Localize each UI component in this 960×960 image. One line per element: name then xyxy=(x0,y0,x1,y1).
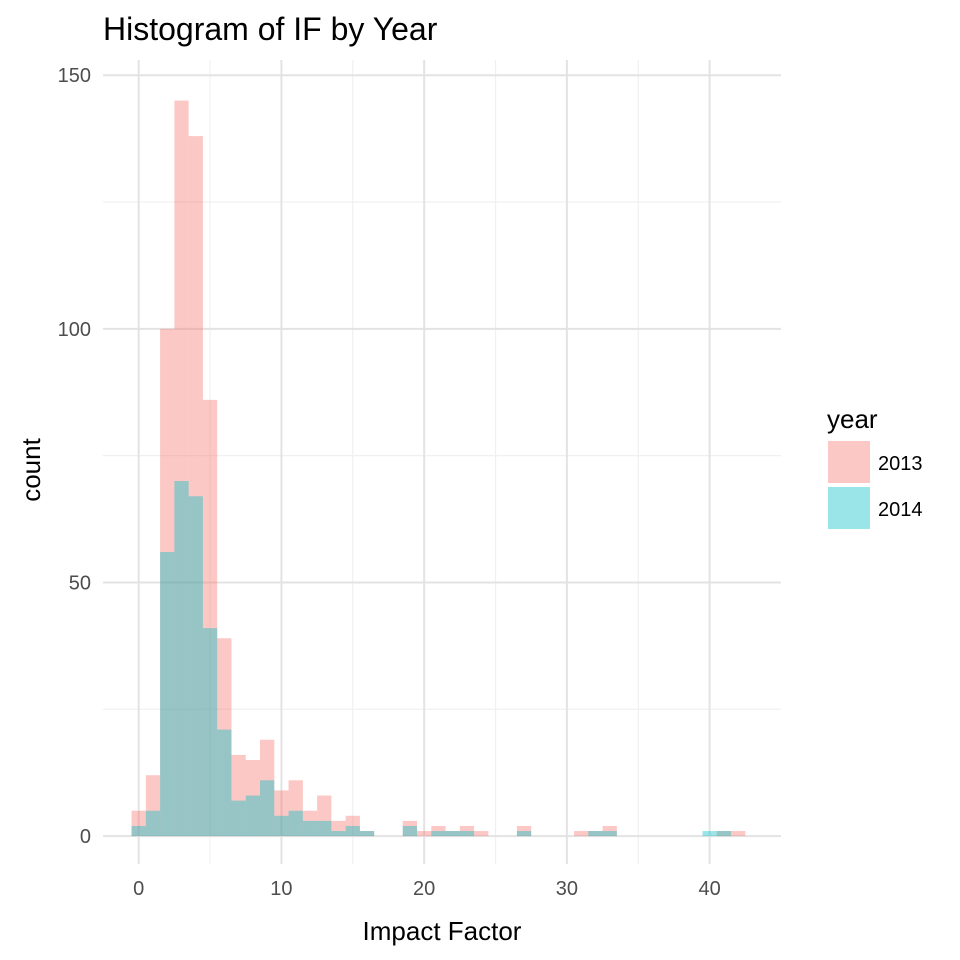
bar-2014 xyxy=(188,496,203,837)
bar-2014 xyxy=(217,729,232,837)
bar-2013 xyxy=(731,831,746,837)
legend: year 2013 2014 xyxy=(827,404,923,529)
bar-2014 xyxy=(702,831,717,837)
bar-2014 xyxy=(445,831,460,837)
bar-2013 xyxy=(331,820,346,837)
bar-2014 xyxy=(588,831,603,837)
histogram-bars xyxy=(131,100,746,837)
bar-2013 xyxy=(274,790,289,837)
y-tick-label: 100 xyxy=(58,319,91,341)
bar-2013 xyxy=(402,820,418,837)
bar-2014 xyxy=(274,815,289,837)
bar-2013 xyxy=(602,825,617,837)
bar-2013 xyxy=(174,100,189,837)
bar-2013 xyxy=(431,825,446,837)
legend-key-2013 xyxy=(828,441,870,483)
bar-2014 xyxy=(131,825,146,837)
bar-2013 xyxy=(131,810,146,837)
bar-2014 xyxy=(516,831,532,837)
bar-2013 xyxy=(145,775,161,837)
bar-2014 xyxy=(331,831,346,837)
bar-2013 xyxy=(302,810,318,837)
grid-lines xyxy=(103,60,781,864)
x-tick-label: 40 xyxy=(699,878,721,900)
bar-2013 xyxy=(445,831,460,837)
x-tick-label: 10 xyxy=(270,878,292,900)
bar-2014 xyxy=(431,831,446,837)
bar-2013 xyxy=(260,739,275,837)
bar-2014 xyxy=(302,820,318,837)
bar-2013 xyxy=(459,825,475,837)
y-tick-label: 0 xyxy=(80,826,91,848)
x-tick-label: 0 xyxy=(133,878,144,900)
bar-2014 xyxy=(202,628,218,837)
bar-2014 xyxy=(602,831,617,837)
bar-2013 xyxy=(574,831,589,837)
y-axis-ticks: 0 50 100 150 xyxy=(58,65,91,848)
x-tick-label: 30 xyxy=(556,878,578,900)
bar-2014 xyxy=(459,831,475,837)
y-tick-label: 50 xyxy=(69,572,91,594)
bar-2013 xyxy=(359,831,375,837)
bar-2014 xyxy=(174,481,189,837)
bar-2014 xyxy=(245,795,261,837)
bar-2014 xyxy=(160,552,175,837)
x-tick-label: 20 xyxy=(413,878,435,900)
y-tick-label: 150 xyxy=(58,65,91,87)
bar-2013 xyxy=(188,136,203,837)
bar-2013 xyxy=(317,795,332,837)
legend-label-2014: 2014 xyxy=(878,499,923,521)
bar-2013 xyxy=(474,831,489,837)
bar-2014 xyxy=(288,810,303,837)
bar-2013 xyxy=(716,831,732,837)
chart-title: Histogram of IF by Year xyxy=(103,11,438,47)
bar-2013 xyxy=(516,825,532,837)
legend-key-2014 xyxy=(828,487,870,529)
bar-2013 xyxy=(245,760,261,837)
bar-2013 xyxy=(345,815,360,837)
bar-2014 xyxy=(359,831,375,837)
legend-title: year xyxy=(827,404,878,434)
x-axis-title: Impact Factor xyxy=(363,916,522,946)
bar-2014 xyxy=(716,831,732,837)
bar-2013 xyxy=(588,831,603,837)
bar-2014 xyxy=(345,825,360,837)
bar-2013 xyxy=(217,638,232,837)
y-axis-title: count xyxy=(16,437,46,501)
bar-2013 xyxy=(160,328,175,837)
x-axis-ticks: 0 10 20 30 40 xyxy=(133,878,721,900)
bar-2014 xyxy=(231,800,246,837)
bar-2014 xyxy=(317,820,332,837)
bar-2013 xyxy=(231,754,246,837)
bar-2013 xyxy=(288,780,303,837)
bar-2013 xyxy=(417,831,432,837)
bar-2014 xyxy=(402,825,418,837)
bar-2014 xyxy=(260,780,275,837)
bar-2014 xyxy=(145,810,161,837)
bar-2013 xyxy=(202,399,218,837)
legend-label-2013: 2013 xyxy=(878,453,923,475)
